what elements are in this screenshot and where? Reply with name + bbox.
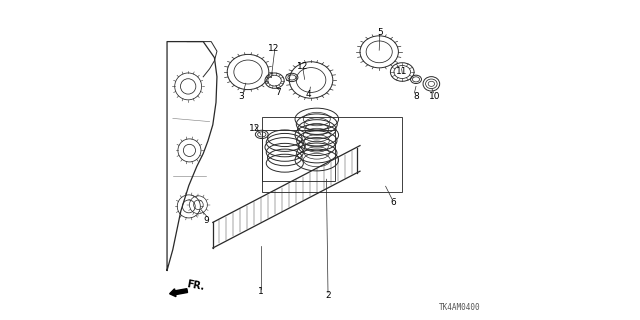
Text: 10: 10 — [429, 92, 440, 100]
Text: FR.: FR. — [186, 279, 205, 292]
Text: 7: 7 — [275, 88, 280, 97]
Text: 3: 3 — [239, 92, 244, 100]
Text: 12: 12 — [297, 62, 308, 71]
Text: 2: 2 — [325, 292, 331, 300]
Text: 6: 6 — [390, 198, 396, 207]
FancyArrow shape — [170, 289, 188, 297]
Text: 8: 8 — [413, 92, 419, 100]
Text: 1: 1 — [258, 287, 264, 296]
Text: 4: 4 — [306, 90, 312, 99]
Text: 5: 5 — [377, 28, 383, 36]
Text: 11: 11 — [396, 67, 407, 76]
Text: 12: 12 — [249, 124, 260, 133]
Text: TK4AM0400: TK4AM0400 — [438, 303, 480, 312]
Text: 12: 12 — [268, 44, 279, 53]
Text: 9: 9 — [204, 216, 209, 225]
